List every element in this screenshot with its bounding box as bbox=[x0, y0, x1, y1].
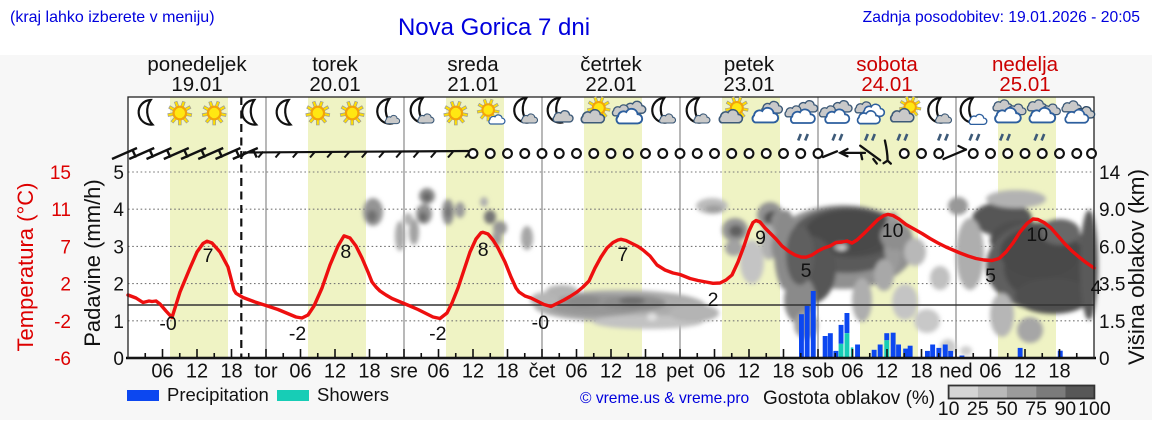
svg-text:Nova Gorica 7 dni: Nova Gorica 7 dni bbox=[398, 14, 590, 41]
svg-text:14: 14 bbox=[1099, 163, 1121, 184]
svg-text:torek: torek bbox=[312, 53, 358, 76]
svg-text:06: 06 bbox=[979, 361, 1001, 383]
svg-text:četrtek: četrtek bbox=[580, 53, 642, 76]
svg-text:21.01: 21.01 bbox=[447, 73, 498, 96]
svg-text:06: 06 bbox=[841, 361, 863, 383]
svg-text:12: 12 bbox=[738, 361, 760, 383]
svg-text:06: 06 bbox=[427, 361, 449, 383]
svg-text:12: 12 bbox=[186, 361, 208, 383]
svg-text:-0: -0 bbox=[159, 313, 176, 335]
svg-text:Zadnja posodobitev: 19.01.2026: Zadnja posodobitev: 19.01.2026 - 20:05 bbox=[863, 9, 1141, 26]
svg-text:pet: pet bbox=[666, 361, 694, 383]
svg-text:9.0: 9.0 bbox=[1099, 200, 1125, 221]
svg-text:75: 75 bbox=[1025, 398, 1047, 420]
svg-text:18: 18 bbox=[358, 361, 380, 383]
svg-text:06: 06 bbox=[565, 361, 587, 383]
svg-text:5: 5 bbox=[801, 260, 812, 282]
svg-text:4: 4 bbox=[113, 200, 124, 221]
svg-text:100: 100 bbox=[1078, 398, 1111, 420]
svg-text:7: 7 bbox=[60, 237, 71, 258]
svg-text:18: 18 bbox=[1048, 361, 1070, 383]
svg-text:15: 15 bbox=[50, 163, 71, 184]
svg-text:8: 8 bbox=[340, 241, 351, 263]
svg-text:5: 5 bbox=[113, 163, 124, 184]
svg-text:Showers: Showers bbox=[317, 384, 389, 405]
svg-text:3: 3 bbox=[113, 237, 124, 258]
svg-text:25: 25 bbox=[967, 398, 989, 420]
svg-text:Temperatura (°C): Temperatura (°C) bbox=[13, 183, 38, 352]
svg-text:5: 5 bbox=[985, 265, 996, 287]
svg-text:7: 7 bbox=[617, 244, 628, 266]
svg-text:sob: sob bbox=[802, 361, 834, 383]
svg-text:ned: ned bbox=[939, 361, 972, 383]
svg-text:12: 12 bbox=[600, 361, 622, 383]
svg-text:2: 2 bbox=[113, 275, 124, 296]
svg-text:1.5: 1.5 bbox=[1099, 312, 1125, 333]
svg-text:čet: čet bbox=[529, 361, 556, 383]
svg-text:18: 18 bbox=[220, 361, 242, 383]
svg-text:11: 11 bbox=[51, 200, 71, 221]
svg-text:10: 10 bbox=[938, 398, 960, 420]
svg-text:-0: -0 bbox=[532, 312, 549, 334]
svg-text:2: 2 bbox=[708, 289, 719, 311]
svg-text:12: 12 bbox=[462, 361, 484, 383]
svg-text:1: 1 bbox=[113, 312, 124, 333]
svg-text:12: 12 bbox=[1014, 361, 1036, 383]
svg-text:Gostota oblakov (%): Gostota oblakov (%) bbox=[763, 388, 935, 409]
svg-text:-6: -6 bbox=[54, 349, 71, 370]
svg-text:sre: sre bbox=[390, 361, 418, 383]
svg-text:24.01: 24.01 bbox=[861, 73, 912, 96]
svg-text:ponedeljek: ponedeljek bbox=[147, 53, 247, 76]
svg-text:18: 18 bbox=[772, 361, 794, 383]
svg-text:23.01: 23.01 bbox=[723, 73, 774, 96]
svg-text:2: 2 bbox=[60, 275, 71, 296]
svg-text:50: 50 bbox=[996, 398, 1018, 420]
svg-text:0: 0 bbox=[113, 349, 124, 370]
svg-text:22.01: 22.01 bbox=[585, 73, 636, 96]
svg-text:10: 10 bbox=[882, 220, 904, 242]
svg-text:-2: -2 bbox=[54, 312, 71, 333]
svg-text:90: 90 bbox=[1054, 398, 1076, 420]
svg-text:petek: petek bbox=[724, 53, 775, 76]
svg-text:06: 06 bbox=[289, 361, 311, 383]
svg-text:4: 4 bbox=[1091, 277, 1102, 299]
svg-text:18: 18 bbox=[910, 361, 932, 383]
svg-text:3.5: 3.5 bbox=[1099, 275, 1125, 296]
svg-text:Višina oblakov (km): Višina oblakov (km) bbox=[1124, 169, 1149, 365]
svg-text:© vreme.us & vreme.pro: © vreme.us & vreme.pro bbox=[580, 390, 750, 407]
svg-text:25.01: 25.01 bbox=[999, 73, 1050, 96]
svg-text:8: 8 bbox=[478, 239, 489, 261]
svg-text:9: 9 bbox=[755, 227, 766, 249]
svg-text:18: 18 bbox=[634, 361, 656, 383]
svg-text:nedelja: nedelja bbox=[992, 53, 1059, 76]
svg-text:(kraj lahko izberete v meniju): (kraj lahko izberete v meniju) bbox=[10, 9, 215, 26]
svg-text:-2: -2 bbox=[289, 323, 306, 345]
svg-text:12: 12 bbox=[876, 361, 898, 383]
svg-text:10: 10 bbox=[1026, 224, 1048, 246]
svg-text:tor: tor bbox=[254, 361, 278, 383]
svg-text:7: 7 bbox=[203, 245, 214, 267]
svg-text:sreda: sreda bbox=[447, 53, 499, 76]
svg-text:Padavine (mm/h): Padavine (mm/h) bbox=[80, 179, 105, 347]
svg-text:Precipitation: Precipitation bbox=[167, 384, 269, 405]
svg-text:0: 0 bbox=[1099, 349, 1110, 370]
svg-text:06: 06 bbox=[703, 361, 725, 383]
svg-text:12: 12 bbox=[324, 361, 346, 383]
svg-text:06: 06 bbox=[151, 361, 173, 383]
svg-text:6.0: 6.0 bbox=[1099, 237, 1125, 258]
svg-text:20.01: 20.01 bbox=[309, 73, 360, 96]
svg-text:18: 18 bbox=[496, 361, 518, 383]
svg-text:sobota: sobota bbox=[856, 53, 918, 76]
svg-text:19.01: 19.01 bbox=[171, 73, 222, 96]
svg-text:-2: -2 bbox=[429, 323, 446, 345]
